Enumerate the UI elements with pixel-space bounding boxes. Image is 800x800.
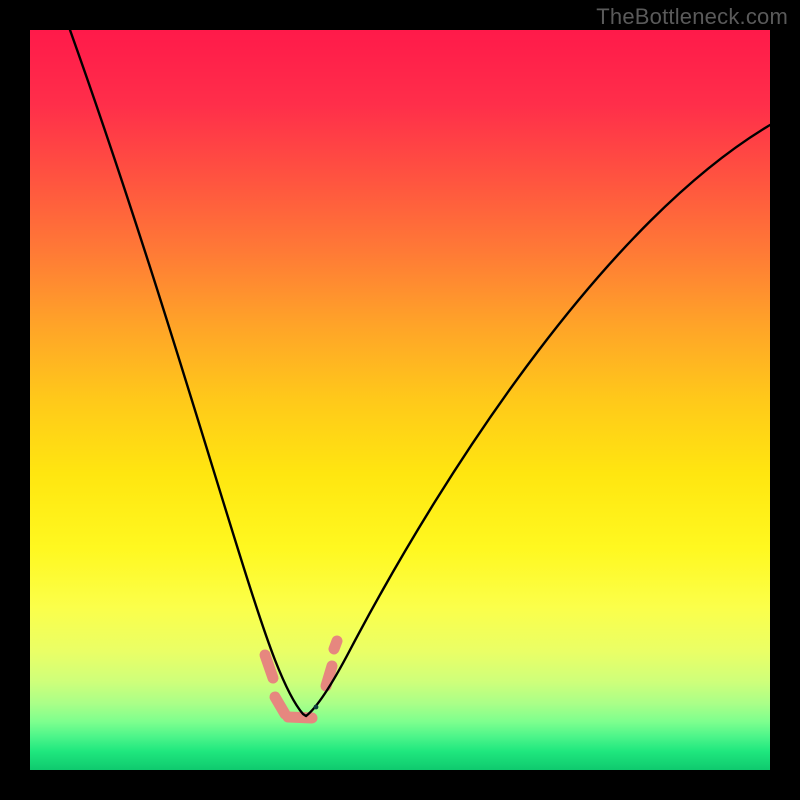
watermark-text: TheBottleneck.com	[596, 4, 788, 30]
bottleneck-chart-svg	[30, 30, 770, 770]
plot-area	[30, 30, 770, 770]
minimum-dot	[314, 705, 319, 710]
gradient-background	[30, 30, 770, 770]
chart-frame: TheBottleneck.com	[0, 0, 800, 800]
